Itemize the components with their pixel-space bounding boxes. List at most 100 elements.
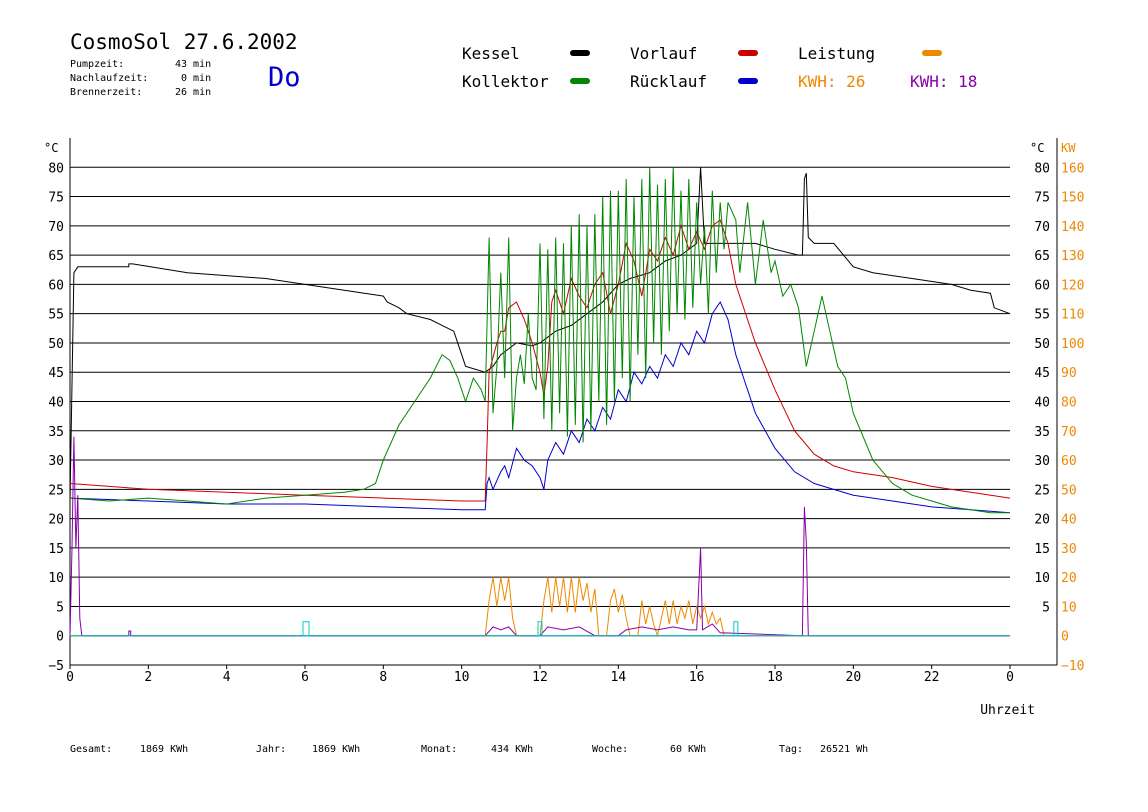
y-right-tick-label: 40: [1034, 396, 1050, 411]
kw-tick-label: 130: [1061, 249, 1084, 264]
kw-tick-label: 10: [1061, 600, 1077, 615]
kw-tick-label: 60: [1061, 454, 1077, 469]
kw-tick-label: 110: [1061, 308, 1084, 323]
kw-tick-label: 40: [1061, 513, 1077, 528]
y-left-tick-label: 15: [48, 542, 64, 557]
series-line-kollektor: [69, 167, 1010, 514]
y-left-tick-label: 45: [48, 366, 64, 381]
kw-tick-label: 140: [1061, 220, 1084, 235]
x-tick-label: 14: [611, 670, 627, 685]
x-tick-label: 22: [924, 670, 940, 685]
y-right-tick-label: 60: [1034, 278, 1050, 293]
y-right-tick-label: 80: [1034, 161, 1050, 176]
kw-tick-label: 70: [1061, 425, 1077, 440]
footer-gesamt-value: 1869 KWh: [140, 744, 189, 755]
event-marker: [733, 621, 739, 637]
y-left-tick-label: 65: [48, 249, 64, 264]
y-right-tick-label: 45: [1034, 366, 1050, 381]
legend-leistung: Leistung: [798, 44, 876, 63]
kw-tick-label: −10: [1061, 659, 1084, 674]
kw-tick-label: 20: [1061, 571, 1077, 586]
legend-kwh-orange: KWH: 26: [798, 72, 866, 91]
y-left-tick-label: 70: [48, 220, 64, 235]
legend-kollektor-swatch: [570, 78, 590, 84]
y-right-tick-label: 20: [1034, 513, 1050, 528]
legend-ruecklauf-swatch: [738, 78, 758, 84]
y-left-tick-label: 10: [48, 571, 64, 586]
series-line-vorlauf: [69, 219, 1011, 502]
y-left-tick-label: 5: [56, 600, 64, 615]
x-tick-label: 12: [532, 670, 548, 685]
footer-tag-value: 26521 Wh: [820, 744, 869, 755]
footer-monat-value: 434 KWh: [491, 744, 534, 755]
nachlauf-label: Nachlaufzeit:: [70, 73, 149, 84]
y-right-tick-label: 25: [1034, 483, 1050, 498]
y-left-tick-label: 55: [48, 308, 64, 323]
kw-tick-label: 150: [1061, 191, 1084, 206]
y-left-tick-label: 25: [48, 483, 64, 498]
kw-tick-label: 120: [1061, 278, 1084, 293]
x-tick-label: 2: [144, 670, 152, 685]
pumpzeit-value: 43 min: [175, 59, 212, 70]
x-axis-label: Uhrzeit: [980, 703, 1035, 718]
legend-vorlauf: Vorlauf: [630, 44, 698, 63]
y-left-tick-label: 20: [48, 513, 64, 528]
y-right-tick-label: 5: [1042, 600, 1050, 615]
kw-tick-label: 90: [1061, 366, 1077, 381]
y-left-tick-label: 30: [48, 454, 64, 469]
kw-tick-label: 30: [1061, 542, 1077, 557]
x-tick-label: 0: [66, 670, 74, 685]
kw-tick-label: 80: [1061, 396, 1077, 411]
x-tick-label: 0: [1006, 670, 1014, 685]
legend-kwh-purple: KWH: 18: [910, 72, 978, 91]
kw-axis-unit-label: KW: [1061, 141, 1076, 155]
y-right-tick-label: 75: [1034, 191, 1050, 206]
event-marker: [537, 621, 543, 637]
brenner-value: 26 min: [175, 87, 212, 98]
kw-tick-label: 160: [1061, 161, 1084, 176]
series-line-r-cklauf: [69, 300, 1011, 514]
footer-jahr-label: Jahr:: [256, 744, 287, 755]
y-right-tick-label: 50: [1034, 337, 1050, 352]
series-line-kessel: [69, 167, 1011, 502]
x-tick-label: 18: [767, 670, 783, 685]
x-tick-label: 10: [454, 670, 470, 685]
legend-ruecklauf: Rücklauf: [630, 72, 708, 91]
series-line-kwh-violett: [69, 436, 1010, 637]
y-right-tick-label: 65: [1034, 249, 1050, 264]
footer-woche-value: 60 KWh: [670, 744, 707, 755]
event-marker: [302, 621, 310, 637]
x-tick-label: 8: [379, 670, 387, 685]
y-left-tick-label: 50: [48, 337, 64, 352]
footer-woche-label: Woche:: [592, 744, 629, 755]
right-axis-unit-label: °C: [1030, 141, 1044, 155]
footer-monat-label: Monat:: [421, 744, 458, 755]
footer-tag-label: Tag:: [779, 744, 804, 755]
x-tick-label: 4: [223, 670, 231, 685]
chart-title: CosmoSol 27.6.2002: [70, 30, 298, 54]
kw-tick-label: 50: [1061, 483, 1077, 498]
y-right-tick-label: 10: [1034, 571, 1050, 586]
kw-tick-label: 100: [1061, 337, 1084, 352]
y-left-tick-label: 40: [48, 396, 64, 411]
legend-leistung-swatch: [922, 50, 942, 56]
legend-kessel: Kessel: [462, 44, 520, 63]
x-tick-label: 20: [846, 670, 862, 685]
y-right-tick-label: 35: [1034, 425, 1050, 440]
y-left-tick-label: −5: [48, 659, 64, 674]
kw-tick-label: 0: [1061, 630, 1069, 645]
legend-kollektor: Kollektor: [462, 72, 549, 91]
nachlauf-value: 0 min: [181, 73, 212, 84]
left-axis-unit-label: °C: [44, 141, 58, 155]
y-left-tick-label: 35: [48, 425, 64, 440]
legend-kessel-swatch: [570, 50, 590, 56]
brenner-label: Brennerzeit:: [70, 87, 143, 98]
y-right-tick-label: 55: [1034, 308, 1050, 323]
pumpzeit-label: Pumpzeit:: [70, 59, 125, 70]
footer-gesamt-label: Gesamt:: [70, 744, 113, 755]
legend-vorlauf-swatch: [738, 50, 758, 56]
y-left-tick-label: 60: [48, 278, 64, 293]
y-left-tick-label: 0: [56, 630, 64, 645]
weekday-label: Do: [268, 62, 301, 93]
